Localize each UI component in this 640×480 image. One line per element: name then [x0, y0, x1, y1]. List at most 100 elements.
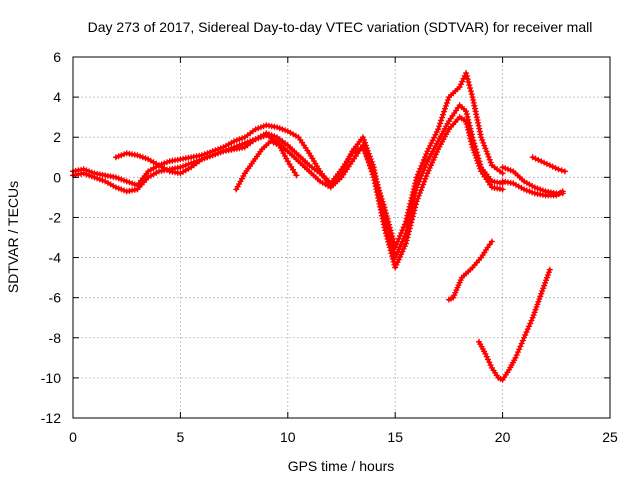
data-point: [482, 350, 489, 357]
data-point: [521, 186, 528, 193]
data-point: [274, 124, 281, 131]
data-point: [271, 133, 278, 140]
data-point: [386, 241, 393, 248]
data-point: [471, 149, 478, 156]
data-point: [541, 159, 548, 166]
data-point: [538, 290, 545, 297]
data-point: [486, 241, 493, 248]
data-point: [463, 73, 470, 80]
data-point: [118, 152, 125, 159]
data-point: [137, 153, 144, 160]
series-arc-6: [475, 266, 553, 383]
data-point: [420, 156, 427, 163]
data-point: [412, 180, 419, 187]
y-tick-label: -4: [49, 250, 62, 266]
data-point: [402, 240, 409, 247]
data-point: [163, 159, 170, 166]
data-point: [518, 340, 525, 347]
data-point: [543, 277, 550, 284]
data-point: [379, 198, 386, 205]
data-point: [412, 204, 419, 211]
data-point: [544, 271, 551, 278]
x-axis: 0 5 10 15 20 25: [69, 57, 618, 445]
data-point: [410, 186, 417, 193]
data-point: [437, 120, 444, 127]
y-tick-label: -6: [49, 290, 62, 306]
data-point: [470, 146, 477, 153]
x-tick-label: 0: [69, 429, 77, 445]
data-point: [201, 155, 208, 162]
x-tick-label: 10: [280, 429, 296, 445]
data-point: [517, 343, 524, 350]
data-point: [465, 126, 472, 133]
data-point: [389, 255, 396, 262]
data-point: [499, 170, 506, 177]
data-point: [468, 141, 475, 148]
y-tick-label: 2: [53, 129, 61, 145]
data-point: [427, 142, 434, 149]
data-point: [376, 190, 383, 197]
data-point: [459, 78, 466, 85]
data-point: [386, 224, 393, 231]
data-point: [377, 193, 384, 200]
data-point: [463, 111, 470, 118]
data-point: [399, 227, 406, 234]
data-point: [376, 187, 383, 194]
data-point: [409, 213, 416, 220]
x-tick-label: 20: [495, 429, 511, 445]
data-point: [438, 117, 445, 124]
data-point: [384, 235, 391, 242]
data-point: [531, 309, 538, 316]
data-point: [529, 154, 536, 161]
data-point: [419, 184, 426, 191]
data-point: [536, 296, 543, 303]
data-point: [363, 152, 370, 159]
data-point: [457, 81, 464, 88]
data-point: [217, 149, 224, 156]
data-point: [433, 128, 440, 135]
data-point: [381, 224, 388, 231]
data-point: [561, 168, 568, 175]
data-point: [378, 195, 385, 202]
data-point: [484, 244, 491, 251]
data-point: [463, 121, 470, 128]
data-point: [86, 172, 93, 179]
data-point: [394, 238, 401, 245]
data-point: [538, 158, 545, 165]
data-point: [131, 181, 138, 188]
data-point: [212, 151, 219, 158]
data-point: [389, 235, 396, 242]
data-point: [369, 167, 376, 174]
data-point: [415, 192, 422, 199]
plot-frame: [72, 56, 611, 419]
data-point: [403, 237, 410, 244]
data-point: [423, 161, 430, 168]
data-point: [424, 148, 431, 155]
data-point: [94, 175, 101, 182]
data-point: [142, 155, 149, 162]
data-point: [83, 171, 90, 178]
data-point: [476, 162, 483, 169]
data-point: [504, 166, 511, 173]
data-point: [425, 167, 432, 174]
data-point: [421, 178, 428, 185]
data-point: [231, 138, 238, 145]
data-point: [416, 189, 423, 196]
data-point: [401, 243, 408, 250]
data-point: [472, 152, 479, 159]
data-point: [402, 218, 409, 225]
data-point: [126, 179, 133, 186]
data-point: [362, 150, 369, 157]
data-point: [121, 187, 128, 194]
data-point: [441, 105, 448, 112]
data-point: [484, 151, 491, 158]
data-point: [177, 164, 184, 171]
data-point: [465, 129, 472, 136]
x-tick-label: 15: [387, 429, 403, 445]
data-point: [468, 91, 475, 98]
data-point: [266, 131, 273, 138]
data-point: [112, 154, 119, 161]
data-point: [416, 168, 423, 175]
data-point: [386, 221, 393, 228]
